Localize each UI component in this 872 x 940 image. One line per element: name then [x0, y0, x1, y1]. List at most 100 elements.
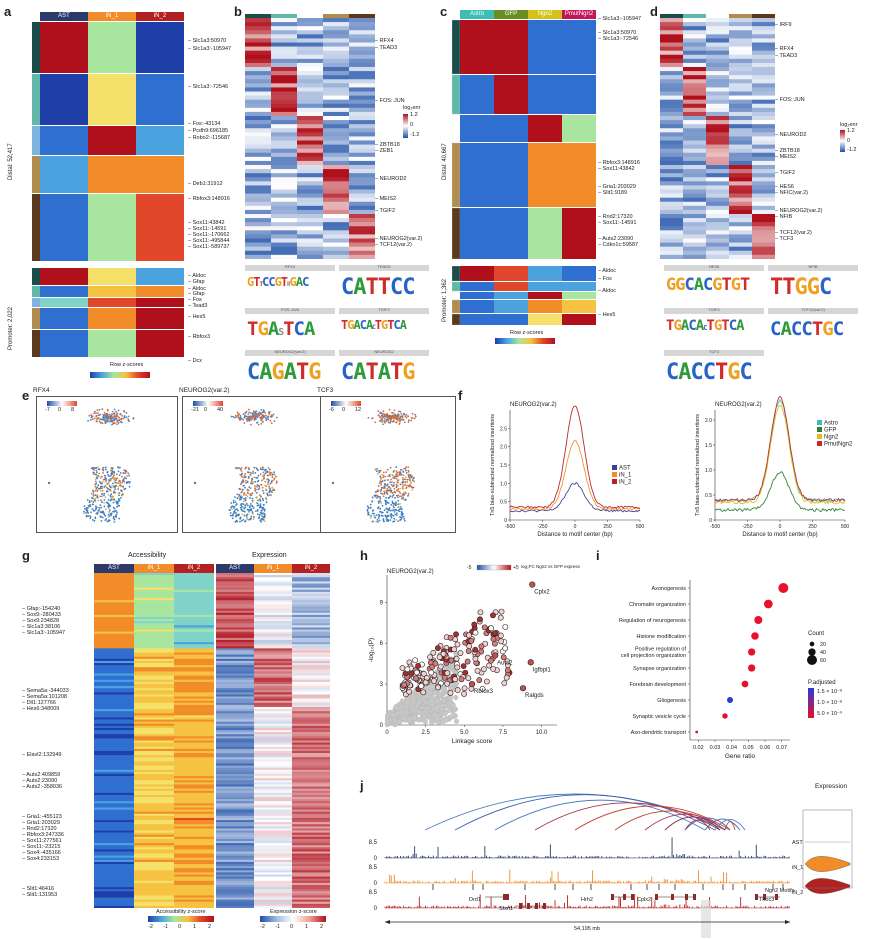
x-tick-label: 0: [385, 730, 389, 736]
umap-point: [395, 466, 398, 469]
umap-point: [387, 520, 390, 522]
heatmap-row-cell: [94, 891, 134, 894]
umap-point: [113, 419, 116, 421]
heatmap-cell: [297, 26, 324, 31]
motif-base: G: [257, 318, 268, 340]
heatmap-row-cell: [216, 874, 254, 877]
umap-point: [132, 417, 135, 420]
heatmap-cell: [752, 205, 775, 211]
heatmap-cell: [660, 124, 684, 129]
umap-point: [371, 512, 374, 515]
heatmap-row-cell: [94, 870, 134, 873]
y-tick-label: 9: [380, 600, 384, 606]
umap-point: [119, 413, 122, 415]
heatmap-cell: [297, 193, 324, 198]
legend-tick: -1: [275, 924, 280, 930]
umap-point: [247, 467, 250, 469]
heatmap-cell: [271, 54, 298, 60]
legend-dot: [809, 641, 815, 647]
umap-point: [373, 512, 375, 515]
heatmap-row-cell: [292, 830, 330, 833]
panel-a-legend-bar: [90, 372, 150, 378]
y-tick-label: 6: [380, 641, 384, 647]
scatter-point: [477, 609, 484, 616]
heatmap-row-cell: [174, 880, 214, 884]
heatmap-row-cell: [254, 889, 292, 892]
heatmap-row-cell: [134, 901, 174, 905]
heatmap-row-cell: [134, 715, 174, 718]
heatmap-row-cell: [254, 853, 292, 856]
umap-point: [117, 485, 120, 488]
heatmap-row-cell: [254, 776, 292, 779]
x-tick-label: -500: [505, 524, 515, 530]
gene-label: – Slc1a3:-105947: [188, 46, 232, 52]
heatmap-row-cell: [292, 583, 330, 586]
heatmap-row-cell: [254, 665, 292, 668]
umap-point: [267, 481, 270, 484]
heatmap-cell: [323, 30, 350, 35]
heatmap-cell: [683, 201, 707, 207]
umap-point: [90, 414, 93, 416]
heatmap-cell: [660, 46, 684, 51]
heatmap-cell: [729, 128, 753, 133]
umap-point: [113, 412, 116, 415]
heatmap-row-cell: [174, 786, 214, 789]
heatmap-cell: [271, 99, 298, 105]
umap-point: [395, 502, 397, 505]
heatmap-row-cell: [134, 755, 174, 758]
heatmap-cell: [245, 34, 272, 39]
umap-point: [110, 471, 113, 474]
panel-b-legend-tick: 1.2: [410, 112, 418, 118]
heatmap-row-cell: [254, 660, 292, 664]
umap-point: [259, 466, 262, 469]
heatmap-row-cell: [94, 598, 134, 601]
heatmap-cell: [729, 71, 753, 76]
umap-point: [367, 416, 370, 419]
umap-point: [253, 415, 256, 417]
umap-point: [242, 518, 245, 521]
umap-point: [396, 471, 399, 474]
motif-logo-title: TEAD3: [377, 264, 391, 269]
umap-point: [406, 495, 409, 497]
heatmap-cell: [349, 254, 375, 259]
heatmap-row-cell: [292, 663, 330, 666]
heatmap-cell: [245, 132, 272, 137]
heatmap-cell: [271, 189, 298, 194]
heatmap-cell: [706, 242, 730, 247]
umap-point: [389, 481, 392, 484]
umap-point: [405, 414, 408, 416]
umap-point: [379, 419, 382, 422]
heatmap-row-cell: [134, 600, 174, 603]
heatmap-cell: [323, 144, 350, 149]
heatmap-row-cell: [134, 767, 174, 771]
umap-point: [395, 483, 398, 486]
heatmap-row-cell: [254, 811, 292, 815]
term-dot: [741, 680, 749, 688]
heatmap-cell: [271, 83, 298, 88]
heatmap-row-cell: [216, 627, 254, 630]
heatmap-cell: [683, 50, 707, 56]
heatmap-row-cell: [94, 673, 134, 676]
heatmap-cell: [271, 238, 298, 243]
heatmap-row-cell: [216, 631, 254, 635]
heatmap-row-cell: [174, 870, 214, 873]
umap-point: [398, 473, 401, 476]
heatmap-row-cell: [254, 700, 292, 704]
heatmap-cell: [349, 99, 375, 105]
heatmap-cell: [752, 71, 775, 76]
heatmap-block: [562, 266, 596, 281]
heatmap-cell: [752, 169, 775, 174]
heatmap-cell: [660, 42, 684, 47]
heatmap-row-cell: [174, 811, 214, 815]
heatmap-cell: [271, 214, 298, 219]
scatter-point: [431, 678, 437, 684]
heatmap-cell: [752, 242, 775, 247]
umap-point: [263, 509, 266, 512]
heatmap-cell: [349, 234, 375, 239]
heatmap-row-cell: [174, 727, 214, 731]
heatmap-row-cell: [254, 828, 292, 831]
heatmap-row-cell: [292, 713, 330, 716]
umap-point: [410, 476, 413, 479]
umap-point: [393, 508, 395, 511]
heatmap-row-cell: [174, 715, 214, 718]
